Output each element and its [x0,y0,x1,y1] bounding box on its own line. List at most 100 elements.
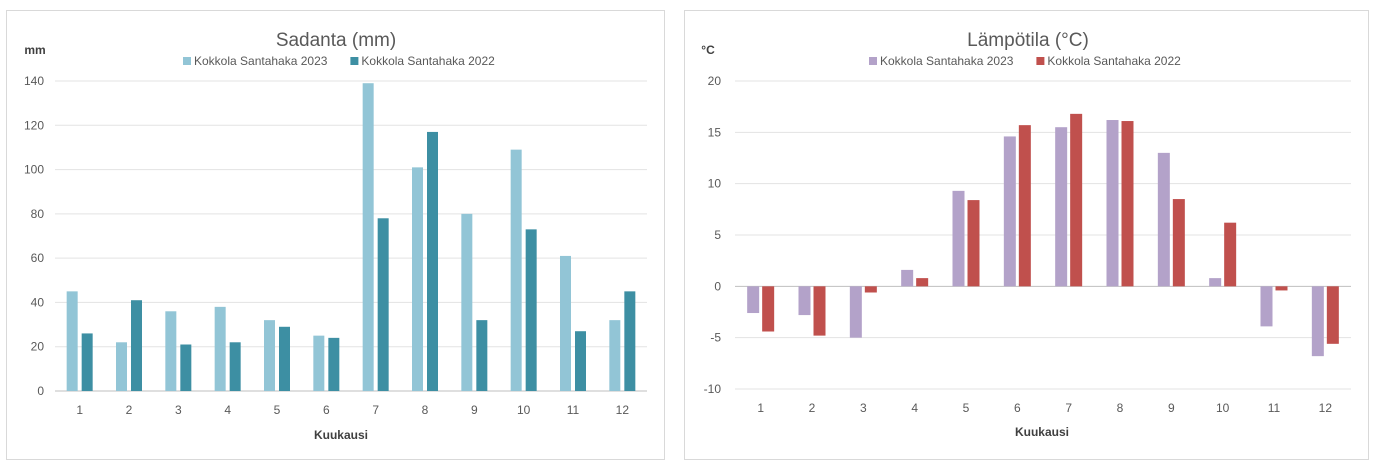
bar [762,286,775,332]
x-tick-label: 2 [126,403,133,417]
x-tick-label: 10 [517,403,531,417]
bar [952,190,965,287]
x-tick-label: 2 [809,401,816,415]
bar [229,342,241,391]
y-tick-label: 120 [24,118,44,132]
x-tick-label: 4 [911,401,918,415]
bar [1326,286,1339,344]
bar [864,286,877,293]
bar [1018,125,1031,287]
bar [1172,199,1185,287]
bar [377,218,389,391]
bar [131,300,142,391]
x-tick-label: 3 [860,401,867,415]
bar [624,291,636,391]
x-tick-label: 5 [963,401,970,415]
y-tick-label: 0 [714,279,721,293]
bar [1055,127,1068,287]
bar [427,131,438,391]
bar [165,311,177,391]
y-tick-label: 10 [708,177,722,191]
y-tick-label: 80 [31,207,45,221]
temperature-chart: Lämpötila (°C) °C Kokkola Santahaka 2023 Ko… [701,30,1351,439]
x-tick-label: 8 [1117,401,1124,415]
y-tick-label: 0 [37,384,44,398]
legend-swatch [869,57,877,65]
bar [916,278,929,287]
x-tick-label: 1 [757,401,764,415]
x-tick-label: 8 [422,403,429,417]
bar [849,286,862,338]
bar [575,331,586,391]
x-tick-label: 9 [1168,401,1175,415]
x-tick-label: 9 [471,403,478,417]
bar [66,291,78,391]
legend-swatch [183,57,191,65]
x-tick-label: 7 [1065,401,1072,415]
x-tick-label: 12 [616,403,630,417]
bar [1209,278,1222,287]
y-tick-label: -5 [710,331,721,345]
x-tick-label: 5 [274,403,281,417]
bar [525,229,537,391]
precipitation-chart-panel: Sadanta (mm) mm Kokkola Santahaka 2023 Kokk… [6,10,665,460]
y-tick-label: 20 [708,74,722,88]
bar [747,286,760,314]
bar [813,286,826,336]
x-tick-label: 11 [1268,401,1281,415]
x-tick-label: 3 [175,403,182,417]
bar [967,200,980,287]
x-tick-label: 11 [567,403,580,417]
y-tick-label: 20 [31,340,45,354]
bar [1260,286,1273,327]
x-axis-label: Kuukausi [314,428,368,442]
bar [1275,286,1288,291]
bar [1224,222,1237,287]
bar [180,344,192,391]
legend-label: Kokkola Santahaka 2023 [880,54,1014,68]
bar [328,337,340,391]
y-tick-label: 140 [24,74,44,88]
y-axis-label: mm [24,43,45,57]
legend-label: Kokkola Santahaka 2022 [361,54,495,68]
bar [214,306,226,391]
bar [412,167,423,391]
chart-title: Lämpötila (°C) [967,30,1089,51]
x-tick-label: 7 [372,403,379,417]
legend-swatch [1036,57,1045,65]
bar [1311,286,1324,357]
y-tick-label: 60 [31,251,45,265]
x-tick-label: 4 [224,403,231,417]
x-tick-label: 10 [1216,401,1230,415]
legend-label: Kokkola Santahaka 2023 [194,54,328,68]
x-tick-label: 1 [76,403,83,417]
bar [1003,136,1016,287]
legend-swatch [350,57,359,65]
x-axis-label: Kuukausi [1015,425,1069,439]
x-tick-label: 6 [1014,401,1021,415]
y-tick-label: 100 [24,163,44,177]
x-tick-label: 12 [1319,401,1333,415]
y-tick-label: 5 [714,228,721,242]
bar [798,286,811,316]
bar [81,333,93,391]
precipitation-chart: Sadanta (mm) mm Kokkola Santahaka 2023 Kokk… [24,30,647,442]
x-tick-label: 6 [323,403,330,417]
bar [313,335,325,391]
bar [1157,152,1170,287]
temperature-chart-panel: Lämpötila (°C) °C Kokkola Santahaka 2023 Ko… [684,10,1369,460]
y-tick-label: 15 [708,125,722,139]
bar [901,269,914,287]
bar [279,326,290,391]
legend-label: Kokkola Santahaka 2022 [1047,54,1181,68]
chart-title: Sadanta (mm) [276,30,396,51]
bar [1106,120,1119,287]
y-tick-label: -10 [704,382,722,396]
bar [510,149,522,391]
bar [362,83,374,391]
bar [1121,121,1134,287]
bar [1070,113,1083,287]
bar [264,320,275,391]
bar [560,255,571,391]
bar [116,342,127,391]
